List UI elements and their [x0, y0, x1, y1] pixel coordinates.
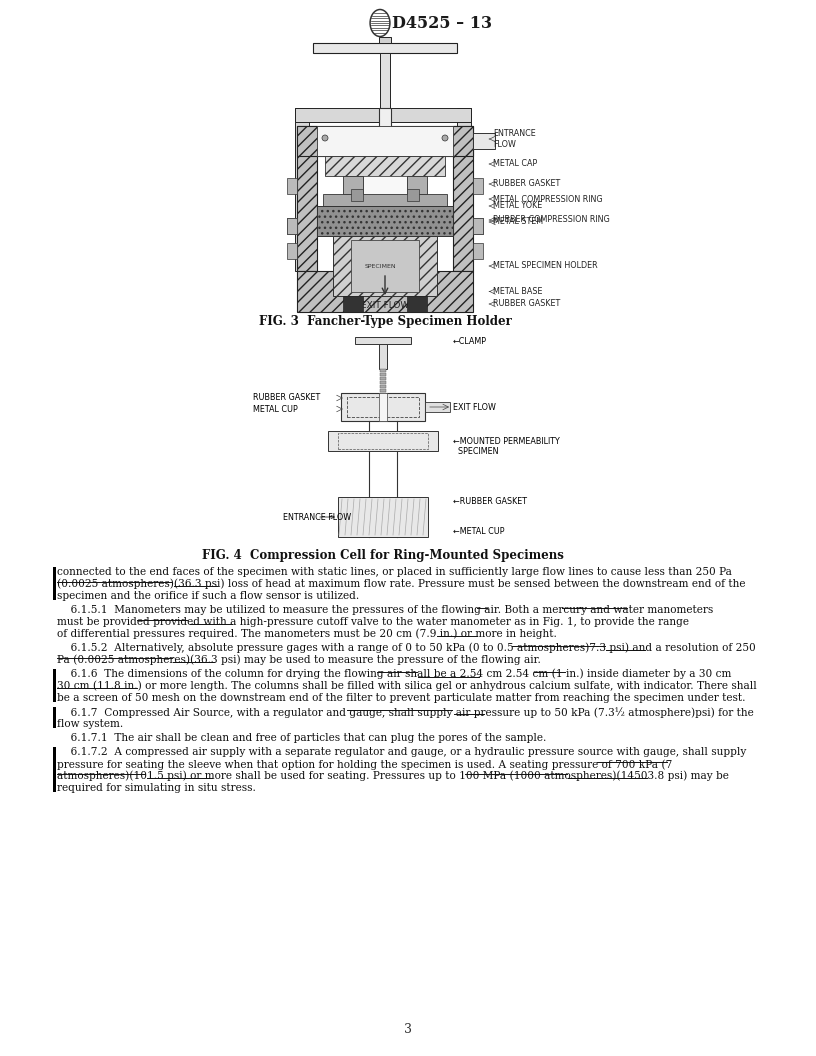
- Bar: [380, 53, 390, 109]
- Bar: [473, 218, 483, 234]
- Text: 6.1.7.1  The air shall be clean and free of particles that can plug the pores of: 6.1.7.1 The air shall be clean and free …: [57, 733, 547, 743]
- Bar: [287, 218, 297, 234]
- Bar: [53, 748, 56, 792]
- Text: flow system.: flow system.: [57, 718, 123, 729]
- Text: ←METAL CUP: ←METAL CUP: [453, 527, 504, 535]
- Bar: [380, 393, 386, 396]
- Bar: [453, 126, 473, 271]
- Bar: [380, 377, 386, 380]
- Bar: [325, 156, 445, 176]
- Bar: [323, 194, 447, 206]
- Bar: [379, 393, 387, 421]
- Text: RUBBER GASKET: RUBBER GASKET: [493, 300, 561, 308]
- Text: 6.1.6  The dimensions of the column for drying the flowing air shall be a 2.54 c: 6.1.6 The dimensions of the column for d…: [57, 668, 731, 679]
- Bar: [407, 296, 427, 312]
- Bar: [351, 240, 419, 293]
- Bar: [53, 668, 56, 702]
- Text: 30 cm (11.8 in.) or more length. The columns shall be filled with silica gel or : 30 cm (11.8 in.) or more length. The col…: [57, 681, 756, 692]
- Text: ENTRANCE FLOW: ENTRANCE FLOW: [283, 512, 351, 522]
- Text: METAL SPECIMEN HOLDER: METAL SPECIMEN HOLDER: [493, 262, 597, 270]
- Bar: [379, 344, 387, 369]
- Bar: [287, 243, 297, 259]
- Bar: [473, 133, 495, 149]
- Bar: [328, 431, 438, 451]
- Text: FIG. 4  Compression Cell for Ring-Mounted Specimens: FIG. 4 Compression Cell for Ring-Mounted…: [202, 549, 564, 562]
- Text: pressure for seating the sleeve when that option for holding the specimen is use: pressure for seating the sleeve when tha…: [57, 759, 672, 770]
- Ellipse shape: [442, 135, 448, 142]
- Bar: [355, 337, 411, 344]
- Text: METAL COMPRESSION RING: METAL COMPRESSION RING: [493, 194, 603, 204]
- Bar: [53, 706, 56, 729]
- Text: METAL CAP: METAL CAP: [493, 159, 537, 169]
- Bar: [343, 296, 363, 312]
- Text: 6.1.7.2  A compressed air supply with a separate regulator and gauge, or a hydra: 6.1.7.2 A compressed air supply with a s…: [57, 748, 747, 757]
- Bar: [380, 369, 386, 372]
- Text: ←CLAMP: ←CLAMP: [453, 337, 487, 345]
- Text: be a screen of 50 mesh on the downstream end of the filter to prevent particulat: be a screen of 50 mesh on the downstream…: [57, 693, 746, 702]
- Text: ←RUBBER GASKET: ←RUBBER GASKET: [453, 497, 527, 507]
- Text: METAL YOKE: METAL YOKE: [493, 202, 543, 210]
- Bar: [473, 178, 483, 194]
- Text: SPECIMEN: SPECIMEN: [365, 264, 397, 268]
- Text: Pa (0.0025 atmospheres)(36.3 psi) may be used to measure the pressure of the flo: Pa (0.0025 atmospheres)(36.3 psi) may be…: [57, 655, 541, 665]
- Bar: [380, 389, 386, 392]
- Text: D4525 – 13: D4525 – 13: [392, 15, 492, 32]
- Text: specimen and the orifice if such a flow sensor is utilized.: specimen and the orifice if such a flow …: [57, 590, 359, 601]
- Bar: [287, 218, 297, 234]
- Bar: [379, 37, 391, 43]
- Text: 6.1.7  Compressed Air Source, with a regulator and gauge, shall supply air press: 6.1.7 Compressed Air Source, with a regu…: [57, 706, 754, 718]
- Bar: [295, 108, 309, 271]
- Text: 6.1.5.1  Manometers may be utilized to measure the pressures of the flowing air.: 6.1.5.1 Manometers may be utilized to me…: [57, 605, 713, 615]
- Bar: [297, 126, 317, 271]
- Bar: [313, 43, 457, 53]
- Bar: [407, 176, 427, 194]
- Bar: [53, 567, 56, 601]
- Text: required for simulating in situ stress.: required for simulating in situ stress.: [57, 782, 256, 793]
- Bar: [297, 271, 473, 312]
- Text: EXIT FLOW: EXIT FLOW: [361, 301, 409, 310]
- Bar: [317, 126, 453, 156]
- Bar: [380, 373, 386, 376]
- Bar: [338, 497, 428, 538]
- Bar: [341, 393, 425, 421]
- Text: METAL CUP: METAL CUP: [253, 404, 298, 414]
- Bar: [333, 235, 437, 296]
- Text: (0.0025 atmospheres)(36.3 psi) loss of head at maximum flow rate. Pressure must : (0.0025 atmospheres)(36.3 psi) loss of h…: [57, 579, 746, 589]
- Text: connected to the end faces of the specimen with static lines, or placed in suffi: connected to the end faces of the specim…: [57, 567, 732, 577]
- Bar: [457, 108, 471, 271]
- Text: RUBBER COMPRESSION RING: RUBBER COMPRESSION RING: [493, 215, 610, 225]
- Text: RUBBER GASKET: RUBBER GASKET: [253, 394, 320, 402]
- Bar: [473, 218, 483, 234]
- Text: 3: 3: [404, 1023, 412, 1036]
- Bar: [380, 381, 386, 384]
- Text: ENTRANCE
FLOW: ENTRANCE FLOW: [493, 129, 536, 149]
- Bar: [287, 178, 297, 194]
- Text: FIG. 3  Fancher-Type Specimen Holder: FIG. 3 Fancher-Type Specimen Holder: [259, 315, 512, 328]
- Bar: [379, 108, 391, 276]
- Bar: [425, 402, 450, 412]
- Text: EXIT FLOW: EXIT FLOW: [453, 402, 496, 412]
- Bar: [343, 176, 363, 194]
- Ellipse shape: [322, 135, 328, 142]
- Text: RUBBER GASKET: RUBBER GASKET: [493, 180, 561, 189]
- Text: ←MOUNTED PERMEABILITY
  SPECIMEN: ←MOUNTED PERMEABILITY SPECIMEN: [453, 437, 560, 456]
- Bar: [363, 176, 407, 266]
- Bar: [297, 126, 473, 156]
- Text: atmospheres)(101.5 psi) or more shall be used for seating. Pressures up to 100 M: atmospheres)(101.5 psi) or more shall be…: [57, 771, 729, 781]
- Bar: [473, 243, 483, 259]
- Bar: [317, 206, 453, 235]
- Bar: [380, 385, 386, 388]
- Text: 6.1.5.2  Alternatively, absolute pressure gages with a range of 0 to 50 kPa (0 t: 6.1.5.2 Alternatively, absolute pressure…: [57, 643, 756, 654]
- Text: must be provided provided with a high-pressure cutoff valve to the water manomet: must be provided provided with a high-pr…: [57, 617, 689, 626]
- Text: of differential pressures required. The manometers must be 20 cm (7.9 in.) or mo: of differential pressures required. The …: [57, 628, 557, 639]
- Text: METAL STEM: METAL STEM: [493, 218, 543, 226]
- Bar: [407, 189, 419, 201]
- Bar: [351, 189, 363, 201]
- Text: METAL BASE: METAL BASE: [493, 287, 543, 296]
- Bar: [295, 108, 471, 122]
